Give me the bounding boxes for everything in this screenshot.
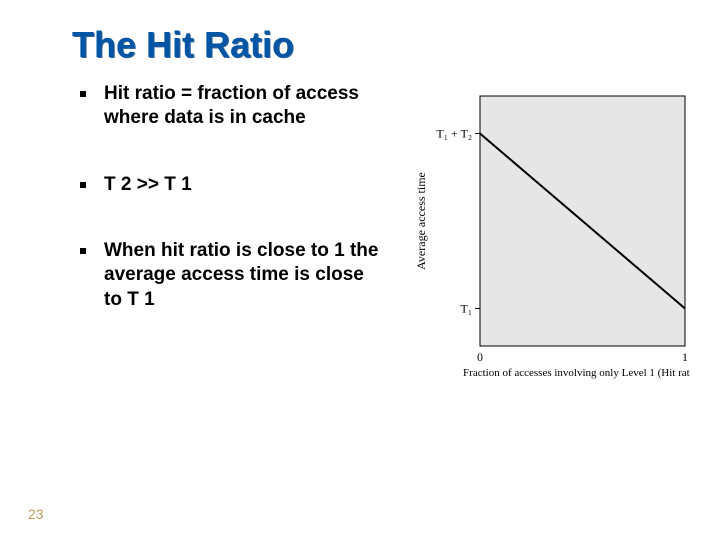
bullet-icon (80, 91, 86, 97)
slide: The Hit Ratio Hit ratio = fraction of ac… (0, 0, 720, 540)
svg-text:0: 0 (477, 350, 483, 364)
bullet-text: When hit ratio is close to 1 the average… (104, 239, 380, 312)
bullet-text: Hit ratio = fraction of access where dat… (104, 82, 380, 131)
svg-text:T₁ + T₂: T₁ + T₂ (436, 127, 472, 141)
body-area: Hit ratio = fraction of access where dat… (80, 82, 380, 354)
svg-text:1: 1 (682, 350, 688, 364)
svg-text:Average access time: Average access time (414, 172, 428, 270)
bullet-icon (80, 248, 86, 254)
page-number: 23 (28, 506, 44, 522)
bullet-row: Hit ratio = fraction of access where dat… (80, 82, 380, 131)
slide-title: The Hit Ratio (72, 24, 294, 66)
bullet-row: T 2 >> T 1 (80, 173, 380, 197)
bullet-icon (80, 182, 86, 188)
svg-text:Fraction of accesses involving: Fraction of accesses involving only Leve… (463, 367, 690, 379)
svg-text:T₁: T₁ (460, 302, 472, 316)
bullet-text: T 2 >> T 1 (104, 173, 192, 197)
bullet-row: When hit ratio is close to 1 the average… (80, 239, 380, 312)
hit-ratio-chart: T₁ T₁ + T₂ 0 1 Average access time Fraction o… (410, 86, 690, 386)
